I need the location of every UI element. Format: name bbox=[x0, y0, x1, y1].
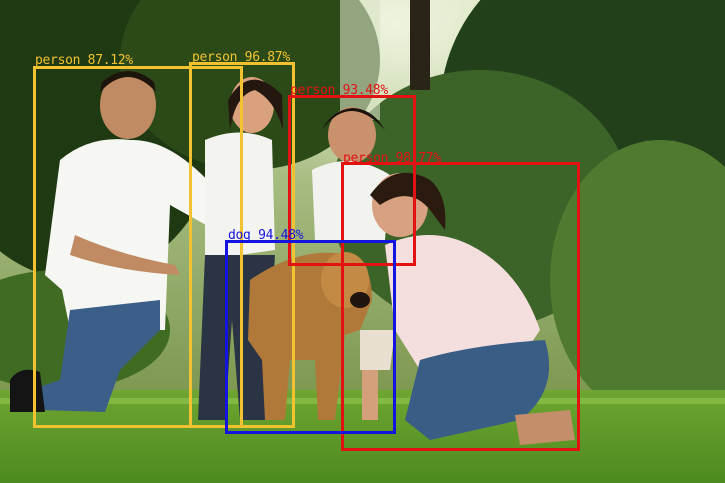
detection-label-dog: dog 94.48% bbox=[228, 228, 304, 243]
detection-box-person-4 bbox=[341, 162, 580, 451]
detection-box-person-2 bbox=[189, 62, 295, 428]
detection-label-person-1: person 87.12% bbox=[35, 53, 133, 68]
detection-box-person-3 bbox=[288, 95, 416, 266]
detection-box-person-1 bbox=[33, 66, 243, 428]
detection-label-person-3: person 93.48% bbox=[290, 83, 388, 98]
detection-label-person-2: person 96.87% bbox=[192, 50, 290, 65]
detection-label-person-4: person 98.77% bbox=[343, 151, 441, 166]
detection-box-dog bbox=[225, 240, 396, 434]
